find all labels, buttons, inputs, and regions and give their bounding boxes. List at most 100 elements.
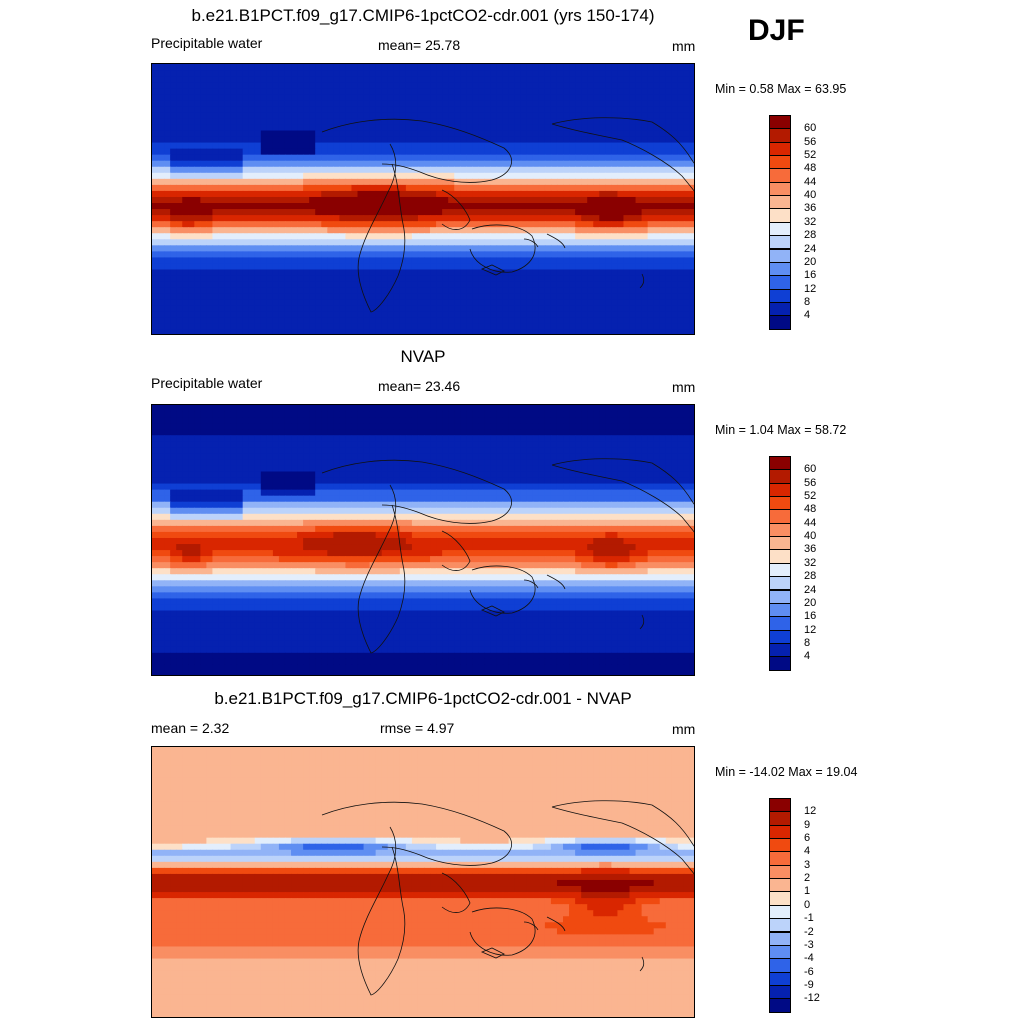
colorbar-label: 0: [804, 898, 811, 911]
colorbar-label: 12: [804, 282, 817, 295]
colorbar-swatch: [769, 811, 791, 826]
colorbar-label: 3: [804, 858, 811, 871]
colorbar-label: 8: [804, 636, 811, 649]
colorbar-swatch: [769, 456, 791, 471]
colorbar-label: 9: [804, 818, 811, 831]
panel-2-variable-label: Precipitable water: [151, 375, 263, 391]
colorbar-swatch: [769, 301, 791, 317]
colorbar-label: 36: [804, 202, 817, 215]
colorbar-label: 4: [804, 309, 811, 322]
colorbar-swatch: [769, 891, 791, 906]
colorbar-label: 24: [804, 583, 817, 596]
colorbar-label: 24: [804, 242, 817, 255]
colorbar-label: 20: [804, 255, 817, 268]
field-grid: [152, 747, 694, 1017]
coastlines: [321, 117, 694, 313]
colorbar-label: 2: [804, 872, 811, 885]
coastline-path: [546, 233, 566, 249]
colorbar-swatch: [769, 195, 791, 210]
colorbar-swatch: [769, 864, 791, 880]
colorbar-swatch: [769, 482, 791, 498]
colorbar-swatch: [769, 798, 791, 813]
colorbar-label: 1: [804, 885, 811, 898]
panel-2-title: NVAP: [400, 347, 446, 366]
panel-3-title: b.e21.B1PCT.f09_g17.CMIP6-1pctCO2-cdr.00…: [214, 689, 632, 708]
colorbar-swatch: [769, 656, 791, 671]
colorbar-swatch: [769, 562, 791, 578]
coastline-path: [321, 801, 513, 866]
colorbar-label: -12: [804, 992, 820, 1005]
colorbar-label: -2: [804, 925, 814, 938]
colorbar-label: 32: [804, 215, 817, 228]
colorbar-label: 56: [804, 476, 817, 489]
season-label: DJF: [748, 14, 805, 47]
colorbar-label: 60: [804, 122, 817, 135]
colorbar-label: 12: [804, 805, 817, 818]
colorbar-label: 4: [804, 650, 811, 663]
colorbar-swatch: [769, 838, 791, 853]
colorbar-label: 28: [804, 229, 817, 242]
panel-3-units: mm: [672, 721, 696, 737]
colorbar-label: 16: [804, 610, 817, 623]
colorbar-swatch: [769, 141, 791, 157]
colorbar-label: 40: [804, 189, 817, 202]
colorbar-label: -4: [804, 952, 814, 965]
coastline-path: [441, 530, 471, 571]
colorbar-swatch: [769, 824, 791, 840]
colorbar-label: 6: [804, 832, 811, 845]
colorbar-label: -6: [804, 965, 814, 978]
colorbar-swatch: [769, 235, 791, 250]
colorbar-swatch: [769, 315, 791, 330]
colorbar-swatch: [769, 496, 791, 511]
panel-2-map: [151, 404, 695, 676]
colorbar-swatch: [769, 944, 791, 960]
panel-3-map: [151, 746, 695, 1018]
coastline-path: [551, 117, 694, 192]
panel-3-minmax: Min = -14.02 Max = 19.04: [715, 765, 858, 779]
colorbar-swatch: [769, 998, 791, 1013]
coastline-path: [523, 238, 539, 248]
coastline-path: [480, 605, 505, 617]
coastline-path: [480, 264, 505, 276]
coastline-path: [523, 579, 539, 589]
colorbar-swatch: [769, 642, 791, 658]
panel-2-minmax: Min = 1.04 Max = 58.72: [715, 423, 847, 437]
colorbar-label: 48: [804, 503, 817, 516]
field-grid: [152, 64, 694, 334]
colorbar-swatch: [769, 616, 791, 631]
colorbar-label: 28: [804, 570, 817, 583]
colorbar-swatch: [769, 904, 791, 920]
panel-1-variable-label: Precipitable water: [151, 35, 263, 51]
panel-3-rmse: rmse = 4.97: [380, 720, 455, 736]
colorbar-label: 4: [804, 845, 811, 858]
coastline-path: [321, 459, 513, 524]
colorbar-swatch: [769, 261, 791, 277]
colorbar-label: -1: [804, 912, 814, 925]
colorbar-swatch: [769, 469, 791, 484]
colorbar-swatch: [769, 851, 791, 866]
colorbar-label: 56: [804, 135, 817, 148]
colorbar-label: 20: [804, 596, 817, 609]
colorbar-swatch: [769, 115, 791, 130]
colorbar-label: 44: [804, 516, 817, 529]
colorbar-swatch: [769, 576, 791, 591]
colorbar-label: 60: [804, 463, 817, 476]
colorbar-swatch: [769, 181, 791, 197]
panel-2-units: mm: [672, 379, 696, 395]
colorbar-swatch: [769, 288, 791, 303]
colorbar-swatch: [769, 168, 791, 183]
coastline-path: [639, 273, 645, 289]
coastline-path: [639, 956, 645, 972]
panel-2-mean: mean= 23.46: [378, 378, 461, 394]
colorbar-swatch: [769, 602, 791, 618]
coastline-path: [357, 484, 406, 654]
panel-1-map: [151, 63, 695, 335]
colorbar-swatch: [769, 589, 791, 604]
coastlines: [321, 458, 694, 654]
colorbar-swatch: [769, 971, 791, 986]
colorbar-label: 36: [804, 543, 817, 556]
colorbar-swatch: [769, 221, 791, 237]
panel-1-mean: mean= 25.78: [378, 37, 461, 53]
coastline-path: [546, 574, 566, 590]
colorbar-swatch: [769, 509, 791, 524]
